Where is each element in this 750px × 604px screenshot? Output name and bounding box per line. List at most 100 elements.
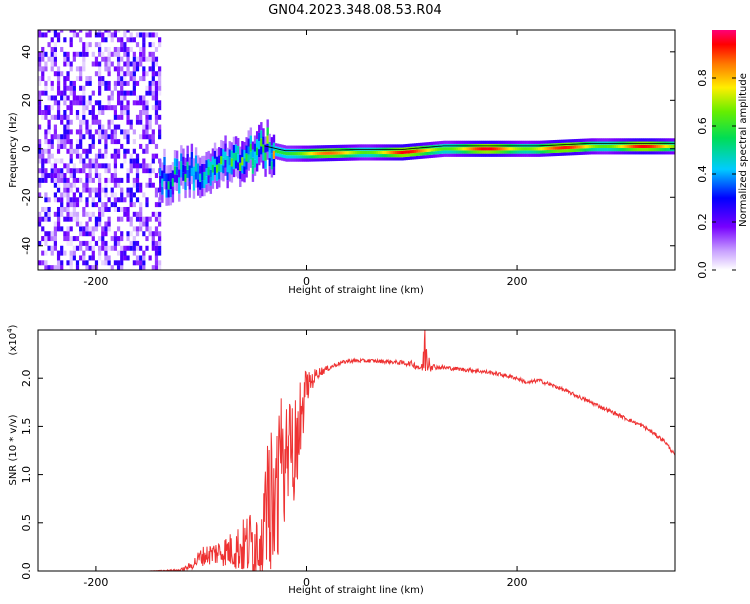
heatmap-ridge-cell [662,138,665,142]
heatmap-ridge-cell [264,144,267,153]
heatmap-ridge-cell [186,161,189,170]
heatmap-ridge-cell [192,182,196,191]
heatmap-noise-cell [126,56,130,62]
heatmap-ridge-cell [401,150,404,155]
heatmap-noise-cell [120,163,124,169]
heatmap-ridge-cell [641,144,644,148]
spectrogram-x-label: Height of straight line (km) [288,285,424,296]
heatmap-noise-cell [158,90,162,96]
heatmap-noise-cell [41,236,45,242]
heatmap-noise-cell [101,202,105,208]
heatmap-ridge-cell [171,170,175,179]
heatmap-ridge-cell [270,153,274,162]
heatmap-ridge-cell [647,144,651,148]
heatmap-noise-cell [38,177,42,183]
heatmap-noise-cell [126,110,130,115]
heatmap-noise-cell [72,90,76,96]
heatmap-ridge-cell [390,144,394,148]
snr-frame [37,329,676,572]
heatmap-noise-cell [120,129,124,135]
heatmap-ridge-cell [567,152,571,156]
heatmap-ridge-cell [222,157,225,166]
heatmap-noise-cell [120,255,124,261]
heatmap-noise-cell [113,260,118,266]
heatmap-ridge-cell [460,147,463,151]
heatmap-ridge-cell [403,150,406,154]
heatmap-noise-cell [85,226,89,232]
heatmap-ridge-cell [571,139,575,143]
heatmap-ridge-cell [239,154,242,163]
heatmap-ridge-cell [220,156,223,165]
heatmap-ridge-cell [491,147,495,151]
heatmap-noise-cell [142,56,146,62]
heatmap-ridge-cell [218,163,221,172]
heatmap-noise-cell [98,221,102,227]
heatmap-ridge-cell [300,145,303,149]
heatmap-ridge-cell [521,147,524,151]
heatmap-noise-cell [69,216,73,222]
heatmap-noise-cell [113,240,118,246]
heatmap-noise-cell [145,226,149,232]
heatmap-ridge-cell [397,144,400,148]
heatmap-ridge-cell [188,181,191,190]
heatmap-ridge-cell [437,147,440,151]
heatmap-noise-cell [47,148,51,154]
heatmap-noise-cell [85,197,89,203]
heatmap-noise-cell [139,255,143,261]
heatmap-ridge-cell [386,150,389,155]
heatmap-ridge-cell [272,166,276,176]
heatmap-noise-cell [85,30,89,33]
heatmap-noise-cell [101,37,105,43]
heatmap-ridge-cell [201,163,204,173]
heatmap-noise-cell [154,245,159,251]
heatmap-noise-cell [69,250,73,256]
heatmap-noise-cell [98,51,102,57]
heatmap-ridge-cell [420,152,423,156]
heatmap-ridge-cell [369,150,373,155]
heatmap-ridge-cell [447,147,450,151]
heatmap-ridge-cell [319,145,322,149]
heatmap-noise-cell [91,250,95,256]
heatmap-ridge-cell [211,156,215,165]
heatmap-ridge-cell [634,138,638,142]
heatmap-ridge-cell [239,178,242,188]
heatmap-ridge-cell [483,150,486,154]
heatmap-noise-cell [38,100,42,106]
heatmap-ridge-cell [580,138,583,142]
heatmap-noise-cell [72,192,76,198]
heatmap-noise-cell [151,95,155,101]
heatmap-noise-cell [44,134,48,140]
heatmap-ridge-cell [479,153,482,157]
heatmap-ridge-cell [394,150,398,155]
heatmap-noise-cell [107,124,111,130]
snr-y-tick-label: 1.5 [20,418,33,436]
heatmap-noise-cell [104,143,108,149]
heatmap-noise-cell [145,110,149,115]
heatmap-ridge-cell [573,151,577,156]
heatmap-noise-cell [98,32,102,38]
heatmap-noise-cell [91,202,95,208]
heatmap-noise-cell [44,216,48,222]
heatmap-noise-cell [132,260,136,266]
heatmap-noise-cell [139,206,143,212]
heatmap-ridge-cell [609,144,613,148]
heatmap-noise-cell [113,153,118,159]
heatmap-noise-cell [50,37,54,43]
heatmap-ridge-cell [527,147,530,151]
heatmap-noise-cell [139,76,143,82]
heatmap-noise-cell [154,265,159,270]
heatmap-noise-cell [38,66,42,72]
heatmap-ridge-cell [550,149,554,154]
heatmap-noise-cell [139,114,143,120]
heatmap-ridge-cell [321,154,324,159]
heatmap-noise-cell [126,168,130,174]
heatmap-ridge-cell [201,155,204,164]
heatmap-noise-cell [113,206,118,212]
heatmap-ridge-cell [338,157,341,161]
heatmap-ridge-cell [609,147,613,152]
heatmap-ridge-cell [603,138,606,142]
heatmap-noise-cell [66,240,70,246]
heatmap-ridge-cell [483,147,486,151]
heatmap-ridge-cell [285,158,288,162]
heatmap-noise-cell [63,192,67,198]
